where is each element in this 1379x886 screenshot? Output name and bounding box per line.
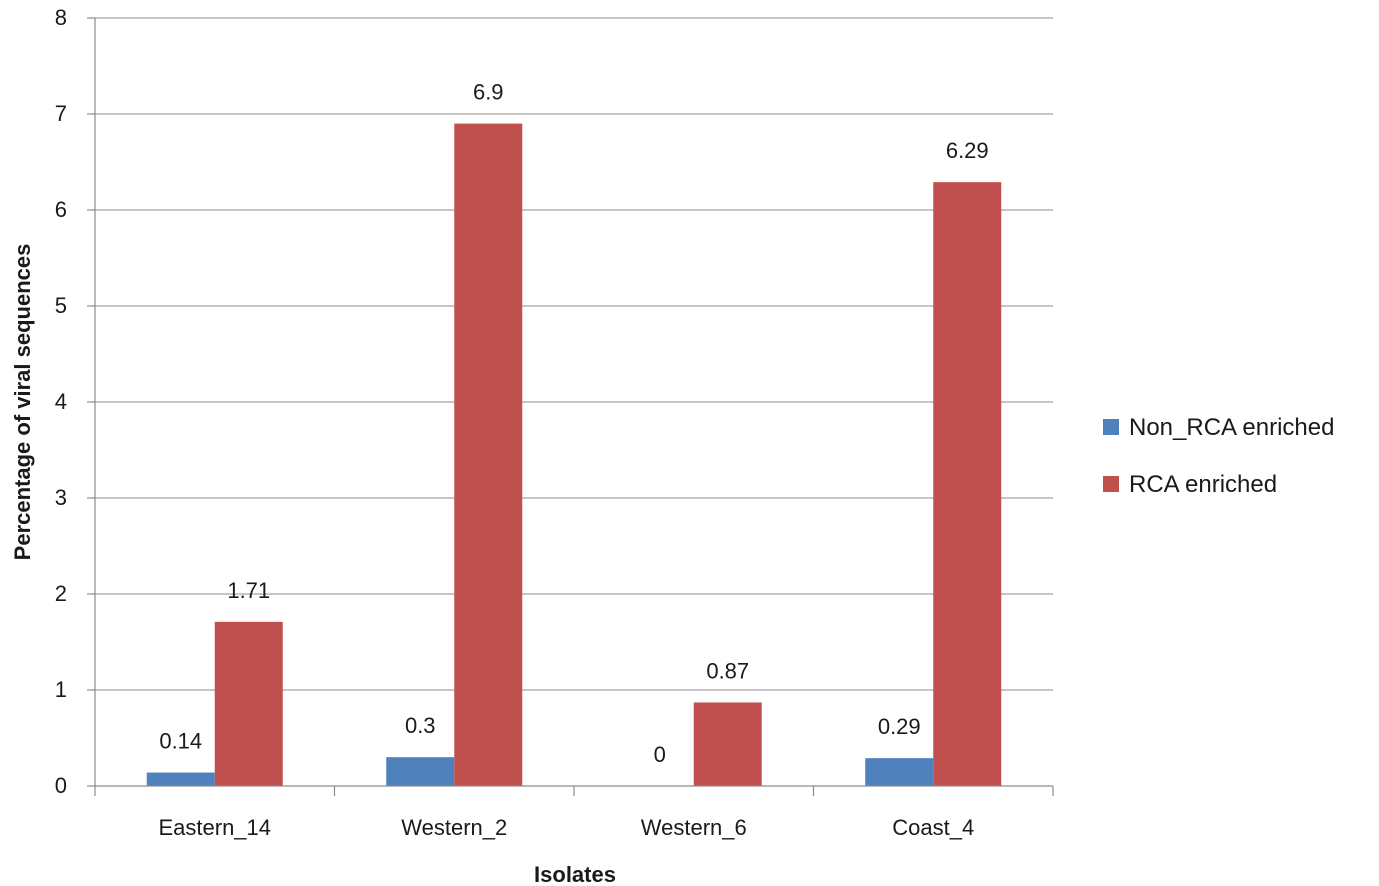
y-tick-label: 3 [55,485,67,510]
y-tick-label: 6 [55,197,67,222]
data-label: 0.3 [405,713,436,738]
x-tick-label: Coast_4 [892,815,974,840]
axes [87,17,1054,796]
x-tick-label: Western_6 [641,815,747,840]
bar-non-rca-eastern_14 [146,772,215,786]
y-tick-label: 8 [55,5,67,30]
legend-label: RCA enriched [1129,471,1277,498]
y-tick-label: 1 [55,677,67,702]
gridlines [95,17,1053,691]
bar-rca-eastern_14 [214,621,283,786]
legend-label: Non_RCA enriched [1129,414,1334,441]
data-label: 6.29 [946,138,989,163]
x-tick-label: Eastern_14 [158,815,271,840]
bar-rca-western_6 [693,702,762,786]
data-label: 6.9 [473,80,504,105]
legend-swatch [1103,476,1119,492]
bar-non-rca-coast_4 [865,758,934,786]
bars [146,123,1002,787]
bar-non-rca-western_2 [386,757,455,786]
y-tick-label: 4 [55,389,67,414]
bar-rca-western_2 [454,123,523,787]
labels: 0 1 2 3 4 5 6 7 8 Eastern_14 0.14 1.71 Western_2 0.3 6… [55,5,989,840]
y-tick-label: 5 [55,293,67,318]
data-label: 0.29 [878,714,921,739]
data-label: 0 [654,742,666,767]
legend-swatch [1103,419,1119,435]
data-label: 0.87 [706,658,749,683]
x-tick-label: Western_2 [401,815,507,840]
x-axis-title: Isolates [534,862,616,886]
legend: Non_RCA enriched RCA enriched [1103,414,1334,498]
y-axis-title: Percentage of viral sequences [10,244,35,561]
y-tick-label: 2 [55,581,67,606]
y-tick-label: 0 [55,773,67,798]
bar-rca-coast_4 [933,182,1002,786]
data-label: 0.14 [159,729,202,754]
y-tick-label: 7 [55,101,67,126]
data-label: 1.71 [227,578,270,603]
